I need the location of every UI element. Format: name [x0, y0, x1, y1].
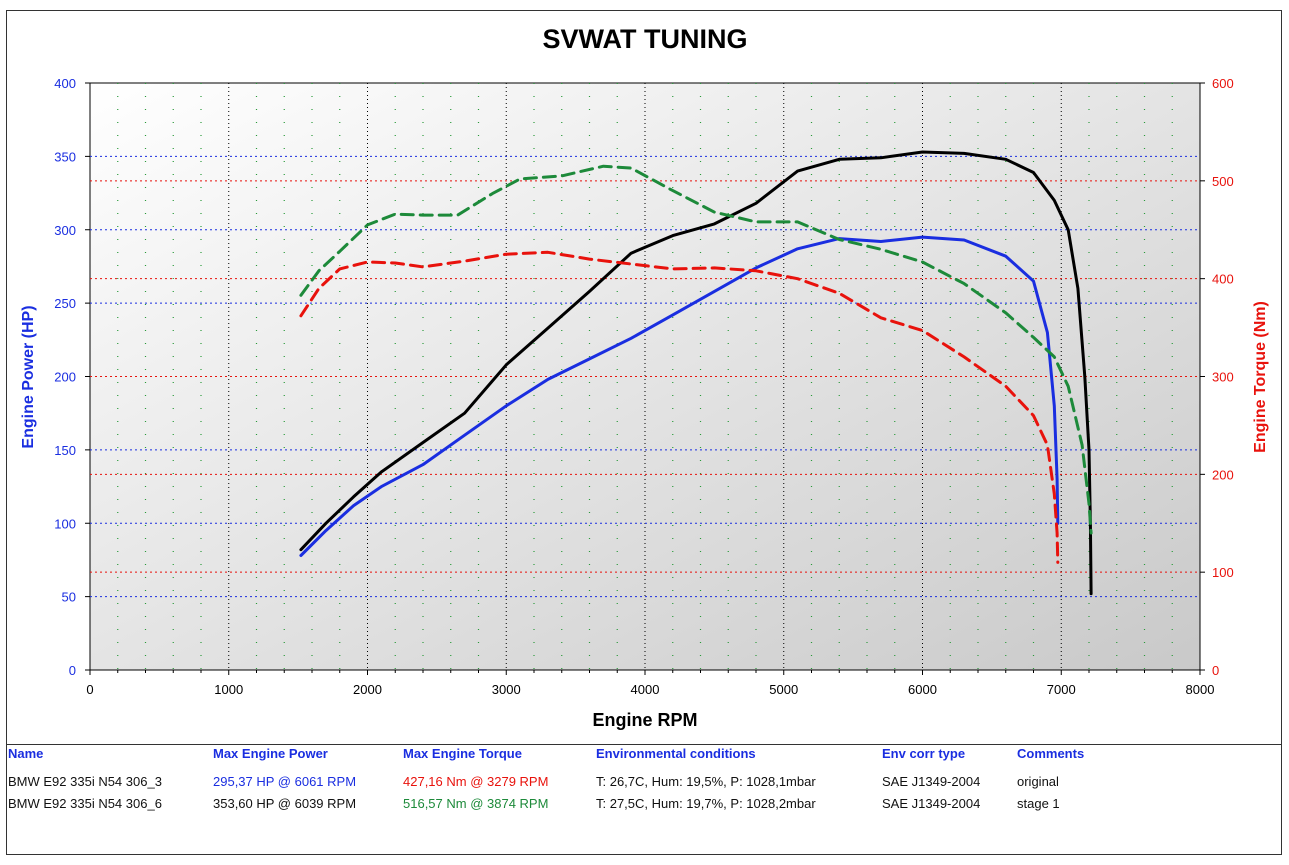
y-right-tick-label: 600	[1212, 76, 1234, 91]
row2-env: T: 27,5C, Hum: 19,7%, P: 1028,2mbar	[596, 796, 816, 811]
row2-max-torque: 516,57 Nm @ 3874 RPM	[403, 796, 549, 811]
table-divider	[6, 744, 1282, 745]
y-left-tick-label: 250	[54, 296, 76, 311]
series-line-power-b	[299, 150, 1093, 596]
row1-name: BMW E92 335i N54 306_3	[8, 774, 162, 789]
axes: 0 1000 2000 3000 4000 5000 6000 7000 80000501001…	[54, 76, 1233, 697]
x-tick-label: 3000	[492, 682, 521, 697]
series-layer	[299, 150, 1093, 596]
x-tick-label: 2000	[353, 682, 382, 697]
header-env-corr-type: Env corr type	[882, 746, 966, 761]
results-table: Name Max Engine Power Max Engine Torque …	[6, 744, 1282, 855]
row1-comments: original	[1017, 774, 1059, 789]
x-tick-label: 5000	[769, 682, 798, 697]
y-left-tick-label: 0	[69, 663, 76, 678]
x-tick-label: 0	[86, 682, 93, 697]
row2-corr: SAE J1349-2004	[882, 796, 981, 811]
series-line-power-a	[299, 235, 1060, 557]
row2-name: BMW E92 335i N54 306_6	[8, 796, 162, 811]
y-right-tick-label: 200	[1212, 467, 1234, 482]
y-left-tick-label: 300	[54, 223, 76, 238]
row2-max-power: 353,60 HP @ 6039 RPM	[213, 796, 357, 811]
x-tick-label: 1000	[214, 682, 243, 697]
y-left-tick-label: 100	[54, 516, 76, 531]
row1-max-power: 295,37 HP @ 6061 RPM	[213, 774, 357, 789]
y-left-tick-label: 150	[54, 443, 76, 458]
header-max-torque: Max Engine Torque	[403, 746, 522, 761]
row1-max-torque: 427,16 Nm @ 3279 RPM	[403, 774, 549, 789]
row2-comments: stage 1	[1017, 796, 1060, 811]
y-left-tick-label: 400	[54, 76, 76, 91]
x-tick-label: 7000	[1047, 682, 1076, 697]
series-line-torque-b	[299, 164, 1093, 535]
header-max-power: Max Engine Power	[213, 746, 328, 761]
y-right-tick-label: 500	[1212, 174, 1234, 189]
grid	[90, 83, 1200, 670]
dyno-chart: 0 1000 2000 3000 4000 5000 6000 7000 80000501001…	[20, 24, 1269, 730]
header-name: Name	[8, 746, 44, 761]
y-axis-left-label: Engine Power (HP)	[20, 305, 37, 448]
y-left-tick-label: 50	[62, 590, 76, 605]
series-line-torque-a	[299, 250, 1060, 564]
y-right-tick-label: 0	[1212, 663, 1219, 678]
header-comments: Comments	[1017, 746, 1085, 761]
row1-env: T: 26,7C, Hum: 19,5%, P: 1028,1mbar	[596, 774, 816, 789]
x-tick-label: 4000	[631, 682, 660, 697]
chart-title: SVWAT TUNING	[543, 24, 748, 54]
y-left-tick-label: 350	[54, 149, 76, 164]
y-left-tick-label: 200	[54, 370, 76, 385]
y-right-tick-label: 400	[1212, 272, 1234, 287]
x-axis-label: Engine RPM	[592, 710, 697, 730]
x-tick-label: 8000	[1186, 682, 1215, 697]
x-tick-label: 6000	[908, 682, 937, 697]
y-right-tick-label: 300	[1212, 370, 1234, 385]
row1-corr: SAE J1349-2004	[882, 774, 981, 789]
y-axis-right-label: Engine Torque (Nm)	[1252, 301, 1269, 453]
y-right-tick-label: 100	[1212, 565, 1234, 580]
header-env-conditions: Environmental conditions	[596, 746, 756, 761]
